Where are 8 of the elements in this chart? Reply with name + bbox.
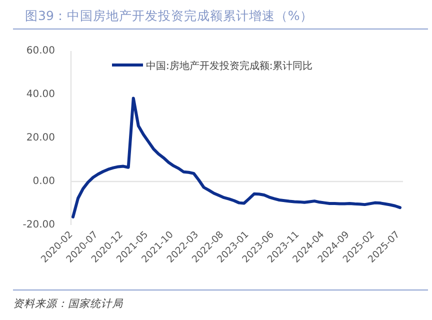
y-tick-label: 20.00 [26, 132, 55, 144]
chart-title: 图39：中国房地产开发投资完成额累计增速（%） [25, 8, 313, 23]
y-tick-label: 0.00 [32, 176, 55, 187]
y-tick-label: -20.00 [22, 220, 55, 230]
y-tick-label: 60.00 [26, 46, 55, 56]
text: 资料来源：国家统计局 [13, 298, 124, 310]
legend-label: 中国:房地产开发投资完成额:累计同比 [146, 60, 313, 72]
y-tick-label: 40.00 [26, 89, 55, 100]
